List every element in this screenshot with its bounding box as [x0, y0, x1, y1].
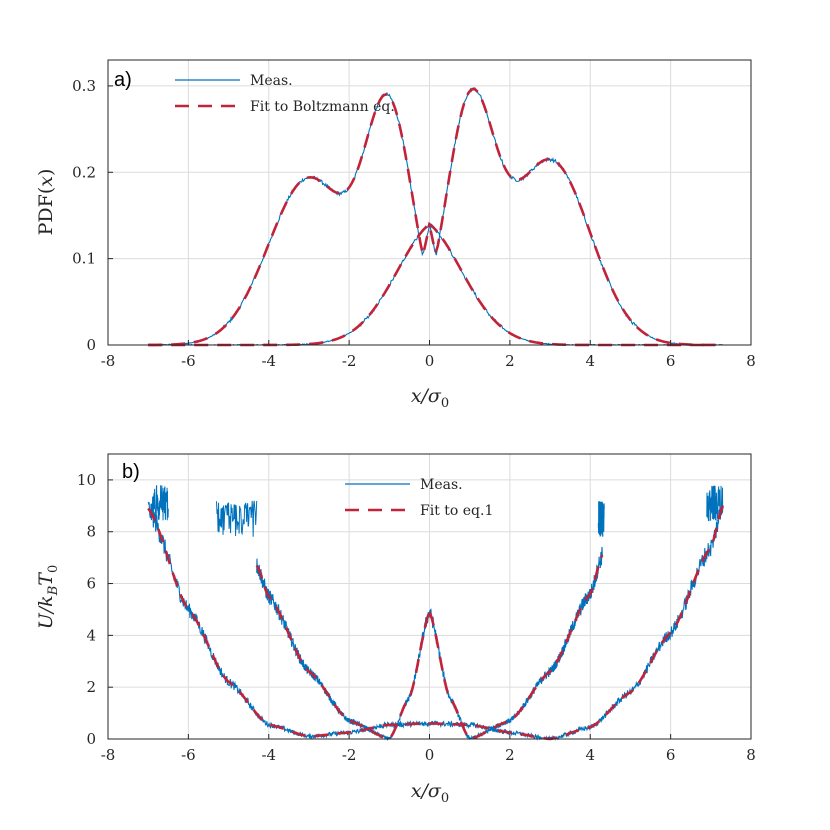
x-tick-label: 6: [666, 746, 676, 764]
x-tick-label: -4: [261, 746, 276, 764]
x-tick-label: -6: [181, 352, 196, 370]
fit-curve: [148, 89, 723, 345]
panel-a-grid: [108, 60, 751, 345]
fit-curve: [257, 565, 430, 738]
x-tick-label: -6: [181, 746, 196, 764]
x-tick-label: 0: [425, 352, 435, 370]
x-tick-label: -2: [342, 746, 357, 764]
y-tick-label: 0.3: [72, 77, 96, 95]
x-tick-label: -8: [101, 352, 116, 370]
panel-a-curves: [148, 88, 723, 345]
figure: -8 -6 -4 -2 0 2 4 6 8 0 0.1 0.2 0.3 a) x/σ0 PDF(x) M…: [0, 0, 830, 830]
y-tick-label: 0.2: [72, 163, 96, 181]
y-tick-label: 0: [86, 336, 96, 354]
panel-b-potential-chart: -8 -6 -4 -2 0 2 4 6 8 0 2 4 6 8 10 b) x/σ0 U/kBT0 Meas…: [35, 454, 756, 806]
measured-curve: [148, 502, 429, 738]
x-tick-label: 4: [585, 352, 595, 370]
panel-a-ticks: -8 -6 -4 -2 0 2 4 6 8 0 0.1 0.2 0.3: [72, 77, 756, 370]
y-tick-label: 4: [86, 626, 96, 644]
x-tick-label: 8: [746, 746, 756, 764]
measured-noise-segment: [598, 501, 604, 537]
panel-b-legend: Meas. Fit to eq.1: [345, 477, 493, 519]
panel-b-xlabel: x/σ0: [411, 780, 449, 806]
x-tick-label: -8: [101, 746, 116, 764]
panel-b-ylabel: U/kBT0: [35, 565, 61, 629]
y-tick-label: 2: [86, 678, 96, 696]
panel-a-label: a): [114, 69, 132, 91]
x-tick-label: 6: [666, 352, 676, 370]
x-tick-label: 4: [585, 746, 595, 764]
measured-curve: [430, 508, 723, 739]
legend-meas-label: Meas.: [250, 73, 293, 89]
fit-curve: [430, 555, 603, 739]
x-tick-label: 0: [425, 746, 435, 764]
panel-a-xlabel: x/σ0: [411, 385, 449, 411]
legend-meas-label: Meas.: [420, 477, 463, 493]
y-tick-label: 8: [86, 523, 96, 541]
panel-b-curves: [148, 485, 723, 739]
x-tick-label: 2: [505, 352, 515, 370]
fit-curve: [148, 508, 429, 736]
y-tick-label: 10: [77, 471, 96, 489]
x-tick-label: 8: [746, 352, 756, 370]
measured-curve: [257, 559, 430, 739]
y-tick-label: 6: [86, 575, 96, 593]
x-tick-label: -2: [342, 352, 357, 370]
panel-a-ylabel: PDF(x): [35, 169, 57, 236]
legend-fit-label: Fit to Boltzmann eq.: [250, 99, 395, 115]
panel-b-grid: [108, 454, 751, 739]
panel-a-pdf-chart: -8 -6 -4 -2 0 2 4 6 8 0 0.1 0.2 0.3 a) x/σ0 PDF(x) M…: [35, 60, 756, 411]
panel-b-label: b): [122, 461, 140, 483]
measured-curve: [148, 88, 723, 345]
x-tick-label: 2: [505, 746, 515, 764]
legend-fit-label: Fit to eq.1: [420, 503, 493, 519]
x-tick-label: -4: [261, 352, 276, 370]
y-tick-label: 0.1: [72, 250, 96, 268]
y-tick-label: 0: [86, 730, 96, 748]
panel-b-ticks: -8 -6 -4 -2 0 2 4 6 8 0 2 4 6 8 10: [77, 471, 756, 764]
panel-a-legend: Meas. Fit to Boltzmann eq.: [175, 73, 395, 115]
